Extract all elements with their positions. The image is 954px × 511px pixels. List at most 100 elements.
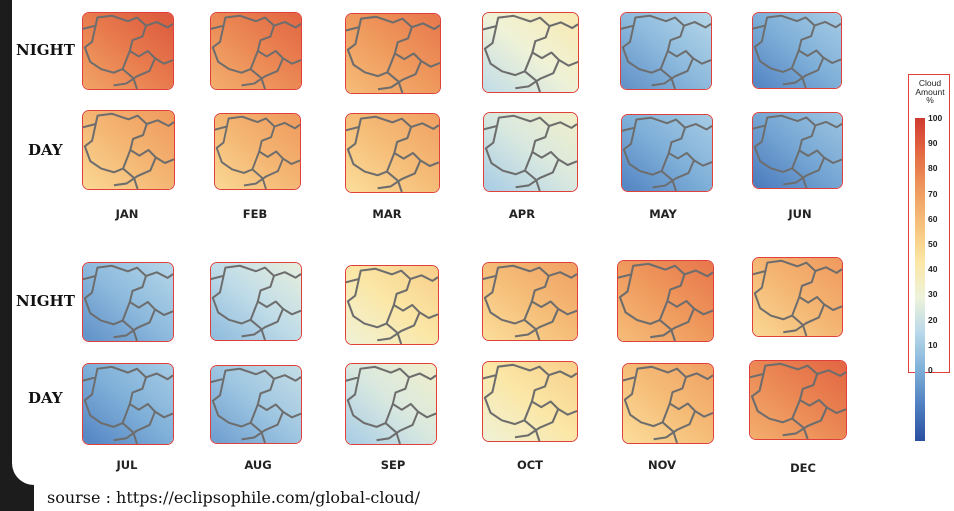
country-border: [122, 167, 139, 189]
cloud-map-night-jun: [752, 12, 842, 89]
country-border: [211, 14, 284, 87]
country-border: [791, 417, 809, 439]
country-border: [826, 406, 846, 415]
cloud-map-night-oct: [482, 262, 578, 341]
month-label-dec: DEC: [790, 461, 816, 475]
cloud-field: [483, 263, 577, 340]
country-border: [83, 123, 132, 174]
country-border: [346, 365, 419, 442]
cloud-field: [622, 115, 712, 191]
cloud-field: [346, 14, 440, 93]
country-border: [753, 270, 801, 321]
month-label-mar: MAR: [372, 207, 402, 221]
legend-tick: 50: [928, 239, 938, 249]
country-border: [408, 372, 436, 381]
country-border: [420, 60, 440, 68]
country-border: [410, 122, 439, 130]
cloud-map-night-mar: [345, 13, 441, 94]
country-border: [823, 156, 842, 164]
country-border: [346, 115, 422, 190]
country-border: [557, 408, 577, 416]
country-border: [549, 21, 578, 30]
cloud-field: [83, 13, 173, 89]
country-border: [154, 57, 173, 65]
country-border: [83, 275, 131, 326]
cloud-field: [753, 113, 842, 188]
country-border: [685, 372, 713, 381]
cloud-field: [753, 13, 841, 88]
legend-tick: 0: [928, 365, 933, 375]
country-border: [483, 374, 533, 426]
country-border: [346, 377, 394, 428]
country-border: [346, 26, 396, 78]
country-border: [484, 125, 534, 176]
cloud-field: [215, 114, 300, 189]
country-border: [83, 14, 156, 87]
country-border: [154, 410, 173, 419]
country-border: [483, 14, 561, 90]
country-border: [753, 25, 800, 73]
cloud-field: [83, 263, 173, 341]
country-border: [121, 422, 138, 444]
country-border: [411, 22, 440, 31]
country-border: [684, 123, 712, 131]
country-border: [83, 25, 131, 74]
cloud-map-day-feb: [214, 113, 301, 190]
source-strip: [34, 485, 954, 511]
cloud-field: [211, 263, 301, 340]
cloud-map-night-jul: [82, 262, 174, 342]
legend-tick: 60: [928, 213, 938, 224]
country-border: [622, 127, 670, 176]
legend-title: Cloud Amount %: [909, 79, 951, 105]
country-border: [83, 264, 156, 339]
country-border: [386, 170, 403, 192]
country-border: [484, 114, 560, 189]
country-border: [211, 378, 259, 428]
country-border: [121, 68, 138, 89]
country-border: [346, 15, 423, 91]
country-border: [660, 170, 677, 191]
country-border: [814, 266, 842, 274]
country-border: [274, 121, 300, 130]
country-border: [483, 264, 560, 338]
country-border: [273, 21, 301, 29]
country-border: [282, 57, 301, 65]
country-border: [249, 68, 266, 89]
country-border: [346, 267, 421, 342]
country-border: [155, 156, 174, 165]
country-border: [384, 422, 401, 444]
country-border: [683, 21, 711, 29]
country-border: [814, 20, 841, 29]
legend-tick: 80: [928, 163, 938, 174]
cloud-map-day-jan: [82, 110, 175, 190]
country-border: [417, 410, 436, 419]
cloud-field: [346, 266, 438, 344]
country-border: [523, 319, 541, 340]
country-border: [753, 259, 826, 334]
cloud-map-day-may: [621, 114, 713, 192]
month-label-nov: NOV: [648, 458, 676, 472]
country-border: [661, 421, 678, 443]
country-border: [659, 319, 676, 341]
country-border: [410, 274, 438, 282]
country-border: [211, 264, 284, 338]
country-border: [211, 25, 259, 74]
cloud-map-night-feb: [210, 12, 302, 90]
country-border: [145, 271, 173, 279]
country-border: [548, 271, 577, 279]
legend-tick: 100: [928, 113, 943, 123]
country-border: [346, 278, 395, 329]
source-citation: sourse : https://eclipsophile.com/global…: [47, 488, 421, 507]
country-border: [419, 311, 438, 320]
country-border: [215, 126, 261, 174]
country-border: [557, 307, 577, 316]
country-border: [659, 68, 676, 89]
row-label-night-2: NIGHT: [16, 292, 75, 310]
country-border: [791, 167, 808, 188]
country-border: [823, 303, 842, 312]
cloud-map-day-aug: [210, 365, 302, 444]
row-label-day-2: DAY: [28, 389, 63, 407]
country-border: [524, 169, 541, 191]
cloud-field: [483, 362, 577, 441]
